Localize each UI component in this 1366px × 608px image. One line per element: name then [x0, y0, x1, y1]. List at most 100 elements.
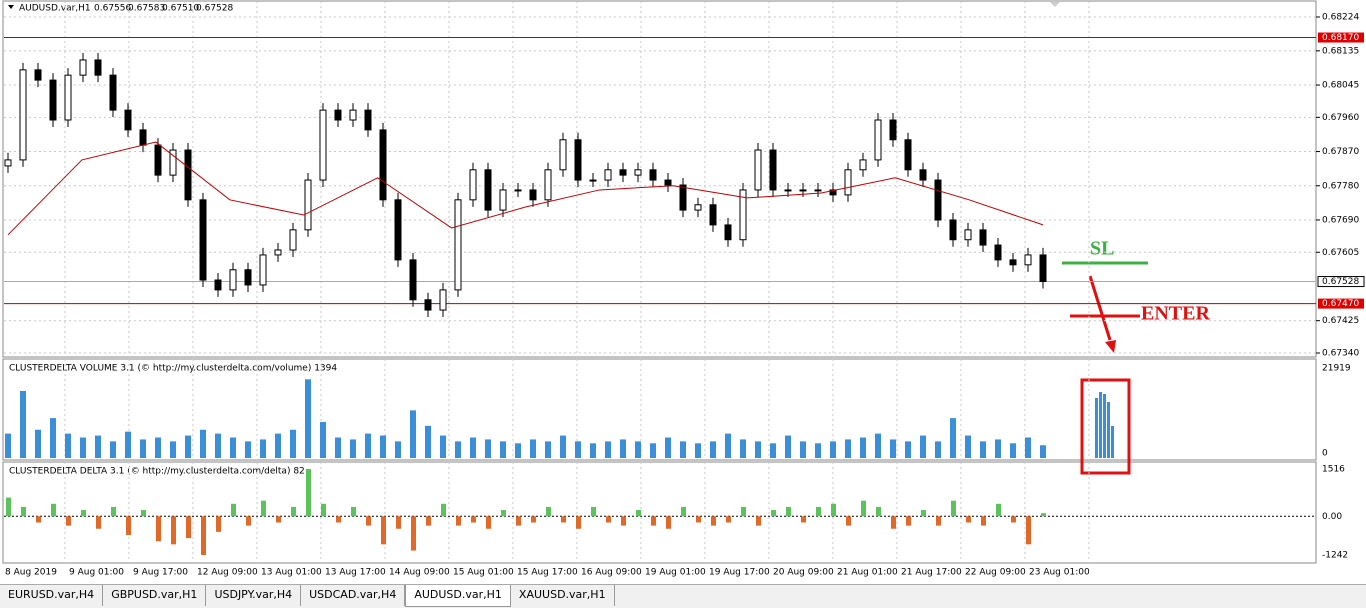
date-label: 13 Aug 01:00 [261, 568, 322, 578]
candle-body [619, 169, 627, 176]
delta-bar [306, 469, 311, 517]
shift-marker[interactable] [1050, 2, 1060, 7]
candle-body [769, 149, 777, 191]
candle-body [544, 169, 552, 201]
current-price-label: 0.67528 [1322, 277, 1359, 287]
candle-body [994, 244, 1002, 261]
candle-body [754, 149, 762, 191]
volume-bar [365, 433, 371, 458]
volume-bar [155, 437, 161, 458]
candle-body [364, 109, 372, 131]
volume-bar [50, 418, 56, 458]
date-label: 20 Aug 09:00 [773, 568, 834, 578]
date-label: 8 Aug 2019 [5, 568, 57, 578]
candle-body [424, 299, 432, 311]
delta-bar [906, 516, 911, 526]
tab-bar: EURUSD.var,H4 GBPUSD.var,H1 USDJPY.var,H4 U… [0, 584, 1366, 608]
volume-bar [215, 433, 221, 458]
delta-bar [291, 506, 296, 517]
menu-arrow[interactable] [8, 5, 14, 9]
volume-bar [725, 433, 731, 458]
candle-body [844, 169, 852, 196]
candle-body [214, 279, 222, 291]
delta-tick-label: 1516 [1322, 465, 1345, 475]
candle-body [574, 139, 582, 181]
candle-body [814, 189, 822, 192]
delta-bar [171, 516, 176, 545]
delta-bar [636, 510, 641, 517]
volume-bar [950, 418, 956, 458]
delta-bar [651, 516, 656, 526]
delta-title: CLUSTERDELTA DELTA 3.1 (© http://my.clus… [9, 467, 305, 477]
delta-bar [96, 516, 101, 529]
candle-body [979, 229, 987, 246]
delta-bar [36, 516, 41, 523]
candle-body [94, 59, 102, 76]
symbol-tab[interactable]: GBPUSD.var,H1 [103, 585, 207, 606]
delta-bar [276, 516, 281, 523]
delta-bar [621, 516, 626, 526]
terminal-chart: AUDUSD.var,H1 0.67556 0.67583 0.67510 0.… [2, 0, 1365, 578]
delta-bar [501, 510, 506, 517]
volume-bar [845, 439, 851, 458]
price-tick-label: 0.67870 [1322, 147, 1359, 157]
candle-body [679, 184, 687, 211]
candle-body [274, 249, 282, 256]
candle-body [349, 109, 357, 121]
candle-body [469, 169, 477, 201]
arrow-head [1105, 340, 1116, 353]
symbol-tab[interactable]: EURUSD.var,H4 [0, 585, 104, 606]
symbol-tab[interactable]: USDCAD.var,H4 [301, 585, 406, 606]
delta-bar [936, 516, 941, 526]
symbol-tab[interactable]: AUDUSD.var,H1 [405, 585, 511, 607]
delta-bar [681, 506, 686, 517]
volume-bar [620, 439, 626, 458]
volume-bar [905, 441, 911, 458]
volume-bar [515, 443, 521, 458]
price-tick-label: 0.67690 [1322, 215, 1359, 225]
candle-body [79, 59, 87, 76]
delta-panel [2, 461, 1317, 564]
current-tag [1317, 276, 1365, 288]
candle-body [439, 289, 447, 311]
candle-body [664, 179, 672, 186]
volume-bar [785, 435, 791, 458]
candle-body [499, 189, 507, 211]
delta-bar [51, 503, 56, 517]
delta-bar [471, 516, 476, 523]
delta-bar [756, 516, 761, 526]
candle-body [184, 149, 192, 201]
candle-body [724, 224, 732, 241]
candle-body [4, 159, 12, 167]
delta-bar [366, 516, 371, 526]
candle-body [169, 149, 177, 176]
arrow-shaft [1088, 275, 1112, 341]
symbol-tab[interactable]: XAUUSD.var,H1 [511, 585, 615, 606]
volume-panel [2, 358, 1317, 461]
volume-bar [590, 443, 596, 458]
volume-bar [275, 433, 281, 458]
candle-body [1024, 254, 1032, 266]
volume-bar [35, 429, 41, 458]
volume-bar [530, 439, 536, 458]
volume-bar [380, 435, 386, 458]
delta-bar [591, 506, 596, 517]
volume-bar [230, 437, 236, 458]
candle-body [559, 139, 567, 171]
delta-bar [246, 516, 251, 526]
delta-bar [201, 516, 206, 555]
delta-bar [606, 516, 611, 523]
volume-bar [20, 390, 26, 458]
volume-bar [350, 439, 356, 458]
delta-bar [381, 516, 386, 545]
level-label: 0.68170 [1322, 33, 1359, 43]
price-tick-label: 0.67605 [1322, 248, 1359, 258]
delta-bar [66, 516, 71, 526]
volume-bar [95, 435, 101, 458]
symbol-tab[interactable]: USDJPY.var,H4 [206, 585, 302, 606]
delta-bar [531, 516, 536, 523]
delta-bar [696, 516, 701, 523]
date-label: 22 Aug 09:00 [965, 568, 1026, 578]
candle-body [1009, 259, 1017, 266]
delta-bar [666, 516, 671, 529]
